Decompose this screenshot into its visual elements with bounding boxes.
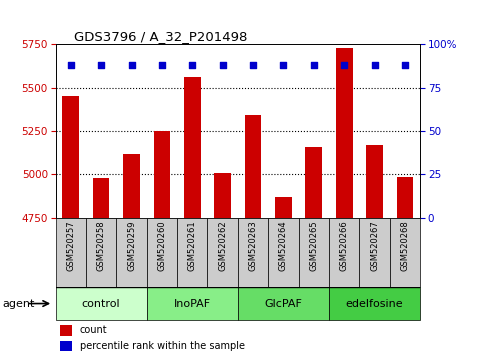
Point (128, 62, 135, 68)
Bar (154, 131, 170, 218)
FancyBboxPatch shape (238, 287, 329, 320)
Bar (245, 115, 261, 218)
FancyBboxPatch shape (147, 218, 177, 287)
Text: GSM520260: GSM520260 (157, 221, 167, 271)
FancyBboxPatch shape (329, 287, 420, 320)
FancyBboxPatch shape (56, 287, 147, 320)
Text: GSM520259: GSM520259 (127, 221, 136, 271)
Text: GlcPAF: GlcPAF (265, 298, 302, 309)
Bar (93, 178, 110, 218)
FancyBboxPatch shape (208, 218, 238, 287)
Text: percentile rank within the sample: percentile rank within the sample (80, 341, 245, 350)
Text: control: control (82, 298, 120, 309)
FancyBboxPatch shape (116, 218, 147, 287)
Point (158, 62, 166, 68)
FancyBboxPatch shape (329, 218, 359, 287)
Text: GSM520262: GSM520262 (218, 221, 227, 271)
Point (97, 62, 105, 68)
Text: GSM520264: GSM520264 (279, 221, 288, 271)
Bar (214, 173, 231, 218)
FancyBboxPatch shape (268, 218, 298, 287)
Bar (184, 77, 200, 218)
Text: edelfosine: edelfosine (346, 298, 403, 309)
Point (67, 62, 74, 68)
Text: InoPAF: InoPAF (174, 298, 211, 309)
Bar (60, 341, 72, 350)
Text: GSM520261: GSM520261 (188, 221, 197, 271)
Point (401, 62, 409, 68)
Text: GSM520263: GSM520263 (249, 221, 257, 271)
Text: GSM520257: GSM520257 (66, 221, 75, 271)
Bar (397, 177, 413, 218)
Text: GSM520258: GSM520258 (97, 221, 106, 271)
Bar (366, 145, 383, 218)
FancyBboxPatch shape (298, 218, 329, 287)
FancyBboxPatch shape (56, 218, 86, 287)
Text: GSM520267: GSM520267 (370, 221, 379, 271)
Point (310, 62, 318, 68)
Text: agent: agent (2, 298, 35, 309)
Text: GSM520265: GSM520265 (309, 221, 318, 271)
FancyBboxPatch shape (86, 218, 116, 287)
Point (341, 62, 348, 68)
Point (249, 62, 257, 68)
Bar (60, 325, 72, 336)
Bar (336, 48, 353, 218)
Text: count: count (80, 325, 107, 336)
Bar (62, 96, 79, 218)
FancyBboxPatch shape (147, 287, 238, 320)
FancyBboxPatch shape (390, 218, 420, 287)
Text: GSM520266: GSM520266 (340, 221, 349, 271)
Point (371, 62, 379, 68)
Point (280, 62, 287, 68)
Bar (305, 147, 322, 218)
Text: GDS3796 / A_32_P201498: GDS3796 / A_32_P201498 (74, 30, 247, 43)
Point (188, 62, 196, 68)
FancyBboxPatch shape (177, 218, 208, 287)
Point (219, 62, 227, 68)
Bar (275, 197, 292, 218)
Bar (123, 154, 140, 218)
FancyBboxPatch shape (238, 218, 268, 287)
Text: GSM520268: GSM520268 (400, 221, 410, 271)
FancyBboxPatch shape (359, 218, 390, 287)
